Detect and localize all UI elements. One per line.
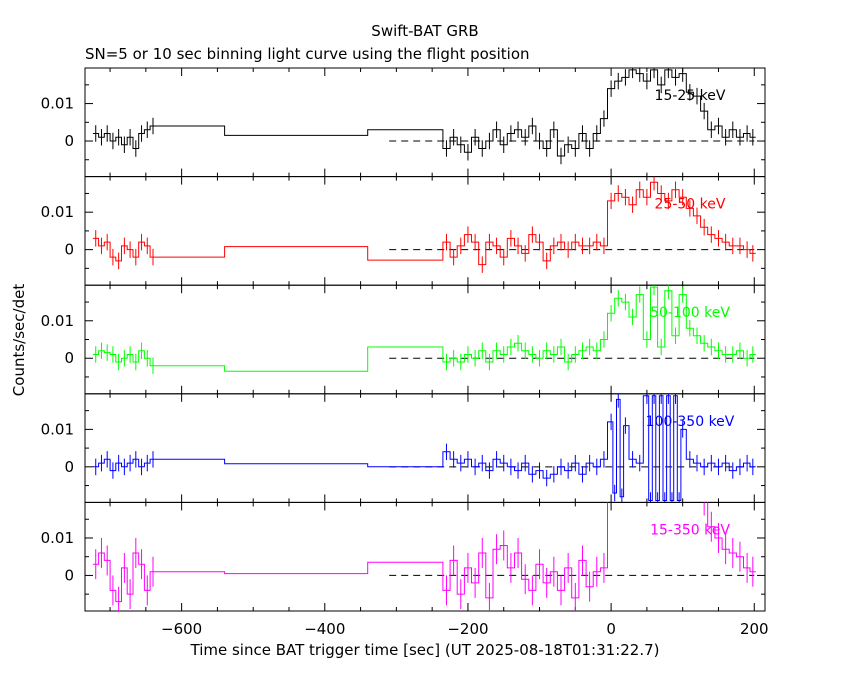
chart-title: Swift-BAT GRB: [371, 22, 478, 40]
band-label: 15-350 keV: [650, 522, 730, 538]
panel-frame: [84, 501, 766, 612]
y-tick-label: 0.01: [41, 312, 74, 330]
y-tick-label: 0: [64, 566, 74, 584]
y-axis-label: Counts/sec/det: [10, 284, 28, 397]
band-label: 15-25 keV: [655, 88, 726, 104]
x-tick-label: −400: [304, 620, 345, 638]
series-1-line: [92, 69, 756, 157]
x-tick-label: 0: [606, 620, 616, 638]
series-4-line: [92, 395, 756, 501]
panel-1: 0 0.01 15-25 keV: [41, 67, 766, 178]
y-tick-label: 0.01: [41, 420, 74, 438]
band-label: 100-350 keV: [646, 414, 735, 430]
y-tick-label: 0: [64, 458, 74, 476]
panel-frame: [84, 67, 766, 178]
series-5-group: [92, 502, 756, 611]
y-tick-label: 0: [64, 132, 74, 150]
panel-2: 0 0.01 25-50 keV: [41, 176, 766, 286]
panel-frame: [84, 284, 766, 395]
panel-5: 0 0.01 15-350 keV: [41, 501, 766, 612]
series-2-group: [92, 176, 756, 273]
y-tick-label: 0: [64, 241, 74, 259]
y-tick-label: 0.01: [41, 95, 74, 113]
x-tick-label: −200: [447, 620, 488, 638]
panel-3: 0 0.01 50-100 keV: [41, 284, 766, 395]
panel-4: 0 0.01 100-350 keV: [41, 393, 766, 503]
series-1-group: [92, 68, 756, 165]
series-2-line: [92, 181, 756, 266]
x-tick-label: −600: [161, 620, 202, 638]
x-axis-label: Time since BAT trigger time [sec] (UT 20…: [190, 641, 660, 659]
panel-frame: [84, 176, 766, 286]
panels-group: 0 0.01 15-25 keV 0 0.01 25-50 keV 0 0.01 50-100 …: [41, 67, 769, 638]
band-label: 50-100 keV: [650, 305, 730, 321]
band-label: 25-50 keV: [655, 197, 726, 213]
series-3-line: [92, 286, 756, 372]
series-3-group: [92, 285, 756, 374]
x-tick-label: 200: [740, 620, 769, 638]
y-tick-label: 0: [64, 349, 74, 367]
y-tick-label: 0.01: [41, 203, 74, 221]
y-tick-label: 0.01: [41, 529, 74, 547]
series-4-group: [92, 393, 756, 503]
chart-subtitle: SN=5 or 10 sec binning light curve using…: [85, 45, 530, 63]
